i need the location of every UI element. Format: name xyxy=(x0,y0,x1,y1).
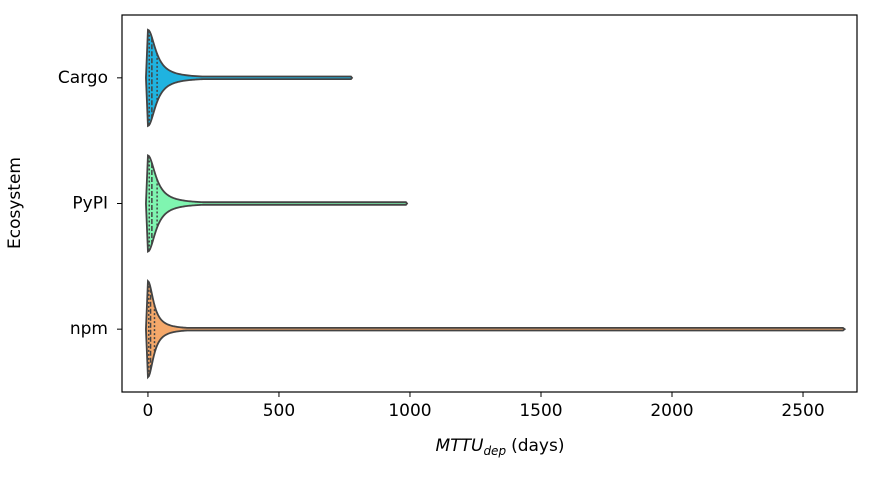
x-label-unit: (days) xyxy=(511,436,564,456)
x-tick-label: 0 xyxy=(143,401,154,421)
y-tick-label: PyPI xyxy=(72,194,108,214)
x-label-main: MTTU xyxy=(436,436,484,456)
x-tick-label: 1500 xyxy=(519,401,562,421)
x-label-sub: dep xyxy=(483,444,506,458)
x-tick-label: 1000 xyxy=(388,401,431,421)
y-tick-label: Cargo xyxy=(58,68,108,88)
violin xyxy=(145,278,847,380)
y-tick-label: npm xyxy=(70,319,108,339)
violin xyxy=(145,28,354,128)
x-axis-label: MTTUdep (days) xyxy=(436,436,565,458)
y-axis-label: Ecosystem xyxy=(5,157,25,249)
x-tick-label: 2000 xyxy=(650,401,693,421)
x-tick-label: 2500 xyxy=(781,401,824,421)
x-tick-label: 500 xyxy=(263,401,295,421)
violin xyxy=(145,153,409,254)
plot-frame xyxy=(121,14,858,393)
